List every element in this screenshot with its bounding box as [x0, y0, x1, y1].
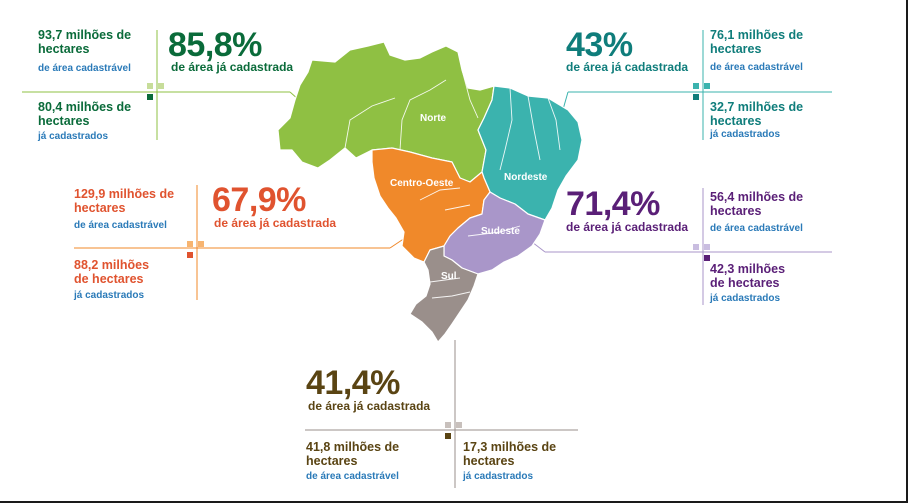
sudeste-percent-caption: de área já cadastrada — [566, 220, 689, 234]
sul-area-value: 41,8 milhões de hectares — [306, 440, 400, 468]
centro-oeste-area-caption: de área cadastrável — [74, 220, 167, 231]
sul-registered-value: 17,3 milhões de hectares — [463, 440, 557, 468]
nordeste-registered-value: 32,7 milhões de hectares — [710, 100, 804, 128]
centro-oeste-registered-value: 88,2 milhões de hectares — [74, 258, 150, 286]
sudeste-marker — [693, 244, 699, 250]
sudeste-area-value: 56,4 milhões de hectares — [710, 190, 804, 218]
sul-percent-caption: de área já cadastrada — [308, 399, 431, 413]
norte-area-value: 93,7 milhões de hectares — [38, 28, 132, 56]
sudeste-area-caption: de área cadastrável — [710, 223, 803, 234]
sudeste-registered-value: 42,3 milhões de hectares — [710, 262, 786, 290]
nordeste-area-value: 76,1 milhões de hectares — [710, 28, 804, 56]
sudeste-percent: 71,4% — [566, 185, 660, 223]
nordeste-percent-caption: de área já cadastrada — [566, 60, 689, 74]
centro-oeste-registered-caption: já cadastrados — [74, 290, 145, 301]
sul-marker — [445, 422, 451, 428]
map-label-sul: Sul — [441, 271, 457, 282]
centro-oeste-marker — [187, 241, 193, 247]
sul-registered-caption: já cadastrados — [463, 471, 534, 482]
nordeste-marker — [693, 83, 699, 89]
sul-area-caption: de área cadastrável — [306, 471, 399, 482]
norte-registered-caption: já cadastrados — [38, 131, 109, 142]
centro-oeste-area-value: 129,9 milhões de hectares — [74, 187, 175, 215]
centro-oeste-percent-caption: de área já cadastrada — [214, 216, 337, 230]
nordeste-registered-caption: já cadastrados — [710, 129, 781, 140]
map-label-sudeste: Sudeste — [481, 226, 520, 237]
sudeste-registered-caption: já cadastrados — [710, 293, 781, 304]
region-sul — [409, 245, 479, 343]
nordeste-area-caption: de área cadastrável — [710, 62, 803, 73]
map-label-nordeste: Nordeste — [504, 172, 548, 183]
nordeste-percent: 43% — [566, 26, 633, 64]
sul-percent: 41,4% — [306, 364, 400, 402]
centro-oeste-percent: 67,9% — [212, 181, 306, 219]
map-label-norte: Norte — [420, 113, 447, 124]
norte-percent: 85,8% — [168, 26, 262, 64]
norte-registered-value: 80,4 milhões de hectares — [38, 100, 132, 128]
norte-area-caption: de área cadastrável — [38, 63, 131, 74]
norte-percent-caption: de área já cadastrada — [171, 60, 294, 74]
norte-marker — [147, 83, 153, 89]
map-label-centro-oeste: Centro-Oeste — [390, 178, 454, 189]
